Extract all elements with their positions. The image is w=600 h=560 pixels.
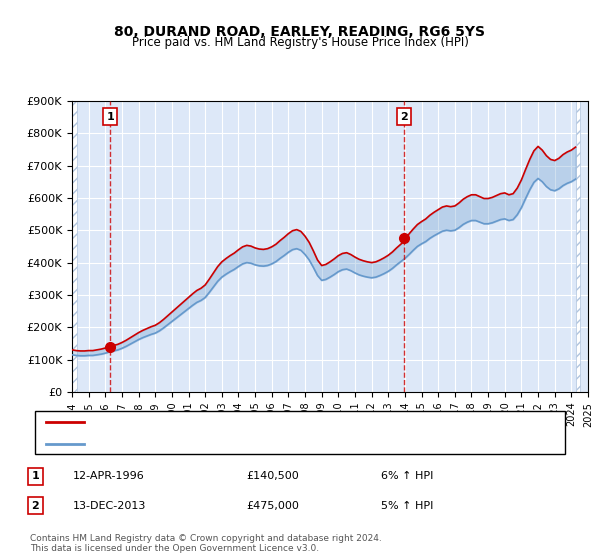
Bar [72, 101, 77, 392]
Text: 12-APR-1996: 12-APR-1996 [73, 471, 145, 481]
Text: 5% ↑ HPI: 5% ↑ HPI [381, 501, 433, 511]
Bar [72, 101, 80, 392]
Text: 2: 2 [400, 112, 408, 122]
Text: 80, DURAND ROAD, EARLEY, READING, RG6 5YS (detached house): 80, DURAND ROAD, EARLEY, READING, RG6 5Y… [95, 417, 440, 427]
Text: 13-DEC-2013: 13-DEC-2013 [73, 501, 146, 511]
Text: £140,500: £140,500 [246, 471, 299, 481]
Text: Contains HM Land Registry data © Crown copyright and database right 2024.
This d: Contains HM Land Registry data © Crown c… [30, 534, 382, 553]
Text: 1: 1 [106, 112, 114, 122]
Text: HPI: Average price, detached house, Wokingham: HPI: Average price, detached house, Woki… [95, 438, 349, 449]
FancyBboxPatch shape [35, 411, 565, 454]
Bar [577, 101, 580, 392]
Text: Price paid vs. HM Land Registry's House Price Index (HPI): Price paid vs. HM Land Registry's House … [131, 36, 469, 49]
Text: 1: 1 [32, 471, 39, 481]
Text: 2: 2 [32, 501, 39, 511]
Text: 80, DURAND ROAD, EARLEY, READING, RG6 5YS: 80, DURAND ROAD, EARLEY, READING, RG6 5Y… [115, 25, 485, 39]
Text: 6% ↑ HPI: 6% ↑ HPI [381, 471, 433, 481]
Text: £475,000: £475,000 [246, 501, 299, 511]
